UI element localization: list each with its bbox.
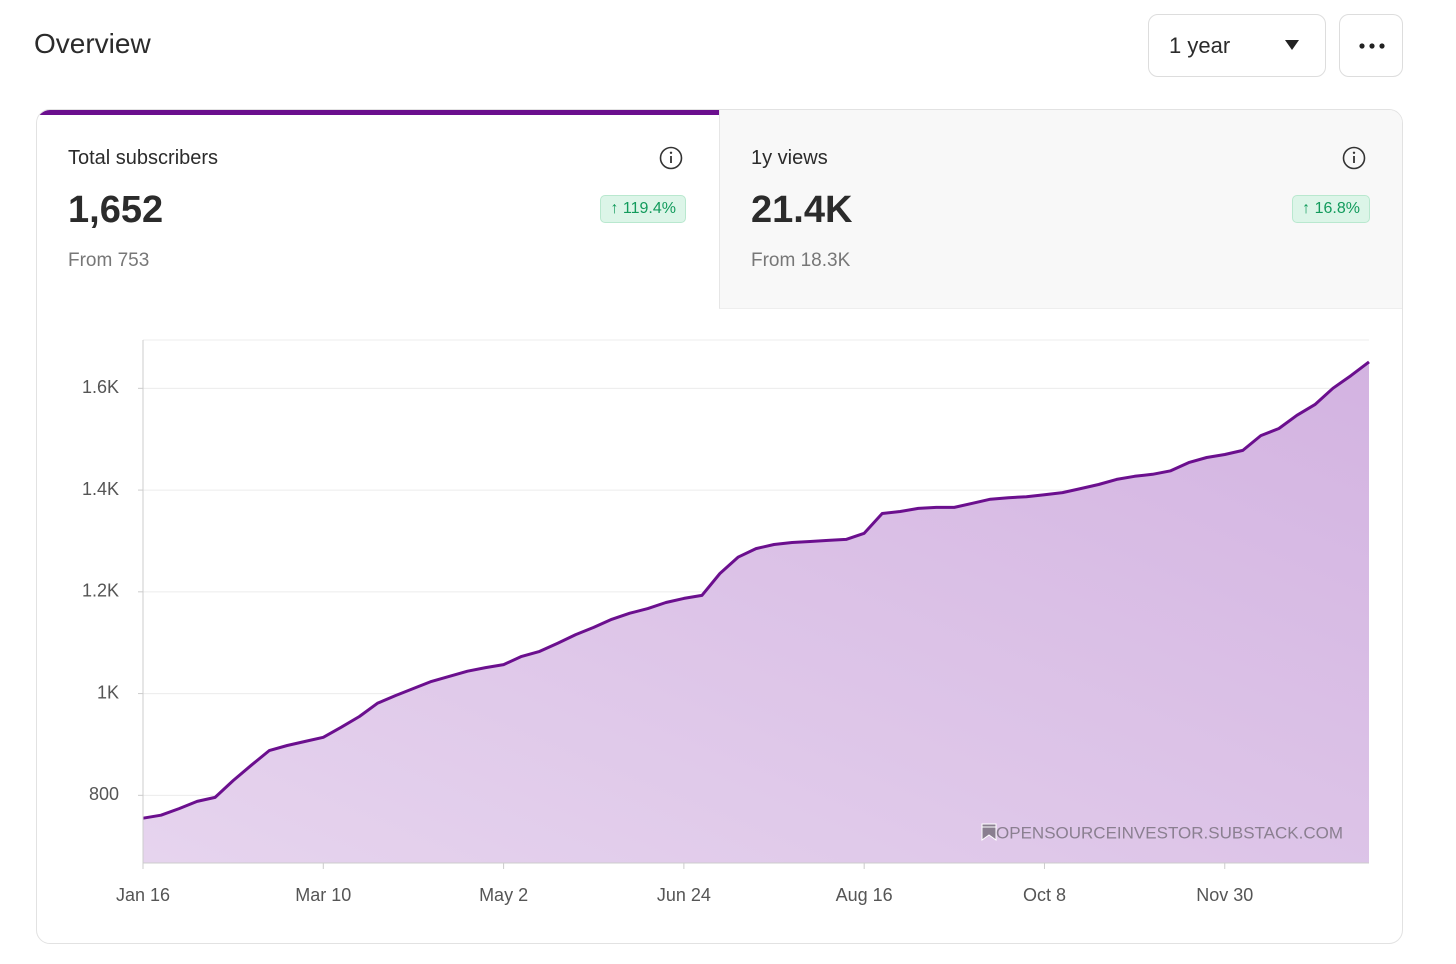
x-tick-label: Jun 24	[657, 885, 711, 905]
x-tick-label: Oct 8	[1023, 885, 1066, 905]
page-title: Overview	[34, 28, 151, 59]
views-tab[interactable]	[719, 110, 1402, 309]
x-tick-label: Nov 30	[1196, 885, 1253, 905]
change-badge: ↑ 119.4%	[600, 195, 686, 223]
active-tab-bar	[37, 110, 719, 115]
range-select[interactable]: 1 year	[1148, 14, 1326, 77]
info-icon[interactable]	[1341, 146, 1367, 172]
y-tick-label: 1.4K	[82, 479, 119, 499]
overview-card	[36, 109, 1403, 944]
info-icon[interactable]	[658, 146, 684, 172]
stat-label: Total subscribers	[68, 147, 219, 169]
y-tick-label: 1K	[97, 682, 119, 702]
watermark-icon	[981, 823, 997, 841]
dropdown-caret	[1285, 40, 1299, 50]
x-tick-label: May 2	[479, 885, 528, 905]
stat-label: 1y views	[751, 147, 828, 169]
x-tick-label: Aug 16	[836, 885, 893, 905]
stat-from: From 18.3K	[751, 250, 851, 271]
x-tick-label: Mar 10	[295, 885, 351, 905]
stat-value: 21.4K	[751, 189, 853, 231]
stat-value: 1,652	[68, 189, 164, 231]
y-tick-label: 800	[89, 784, 119, 804]
y-tick-label: 1.2K	[82, 581, 119, 601]
change-value: 119.4%	[622, 200, 676, 217]
area	[143, 361, 1369, 863]
stat-from: From 753	[68, 250, 150, 271]
more-button[interactable]	[1339, 14, 1403, 77]
change-value: 16.8%	[1314, 200, 1360, 217]
range-label: 1 year	[1169, 33, 1231, 58]
x-tick-label: Jan 16	[116, 885, 170, 905]
change-badge: ↑ 16.8%	[1292, 195, 1370, 223]
watermark: OPENSOURCEINVESTOR.SUBSTACK.COM	[996, 823, 1343, 842]
line	[142, 360, 1370, 820]
more-icon	[1359, 43, 1385, 49]
y-tick-label: 1.6K	[82, 377, 119, 397]
